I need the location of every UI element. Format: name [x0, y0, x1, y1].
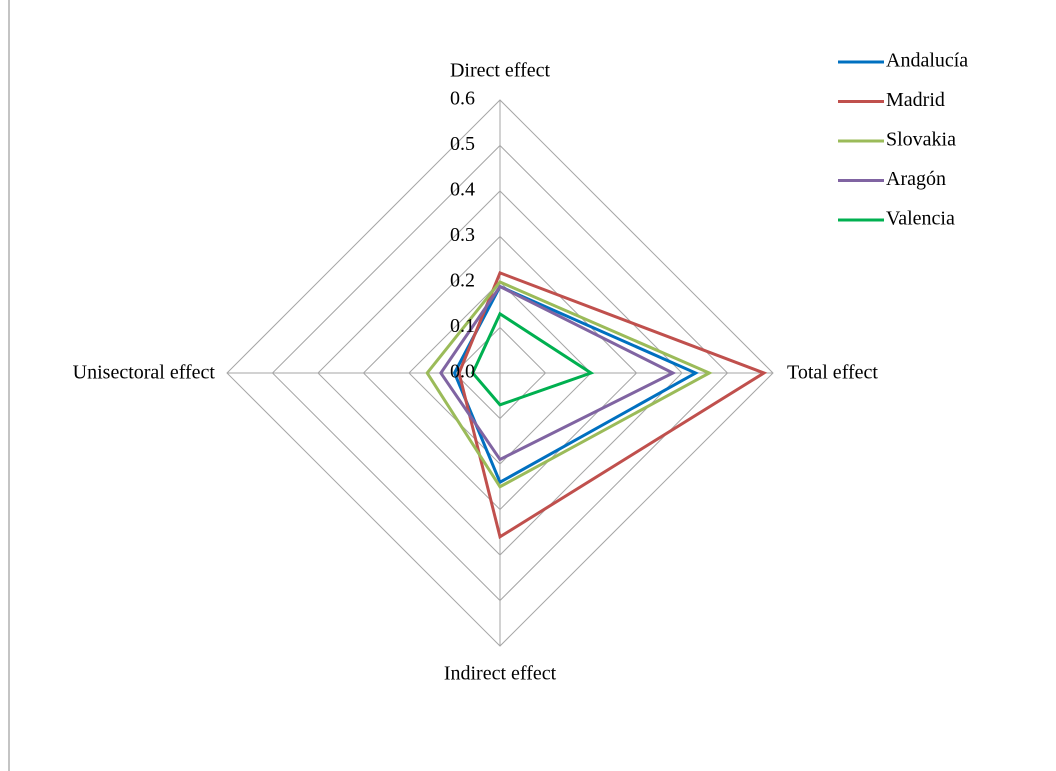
series-line: [457, 270, 768, 540]
r-tick-label: 0.2: [450, 270, 475, 292]
axis-label: Total effect: [787, 362, 878, 384]
r-tick-label: 0.6: [450, 88, 475, 110]
chart-frame: [8, 0, 10, 771]
axis-label: Unisectoral effect: [73, 362, 216, 384]
series-line: [470, 311, 595, 407]
legend-label: Slovakia: [886, 129, 956, 151]
series-line: [439, 284, 677, 462]
axis-label: Indirect effect: [444, 663, 557, 685]
r-tick-label: 0.3: [450, 224, 475, 246]
axis-label: Direct effect: [450, 60, 551, 82]
r-tick-label: 0.1: [450, 315, 475, 337]
legend-label: Aragón: [886, 168, 946, 190]
legend-label: Andalucía: [886, 50, 968, 72]
legend-label: Madrid: [886, 89, 945, 111]
legend-label: Valencia: [886, 208, 955, 230]
r-tick-label: 0.0: [450, 361, 475, 383]
r-tick-label: 0.5: [450, 133, 475, 155]
r-tick-label: 0.4: [450, 179, 475, 201]
series-line: [425, 280, 713, 489]
